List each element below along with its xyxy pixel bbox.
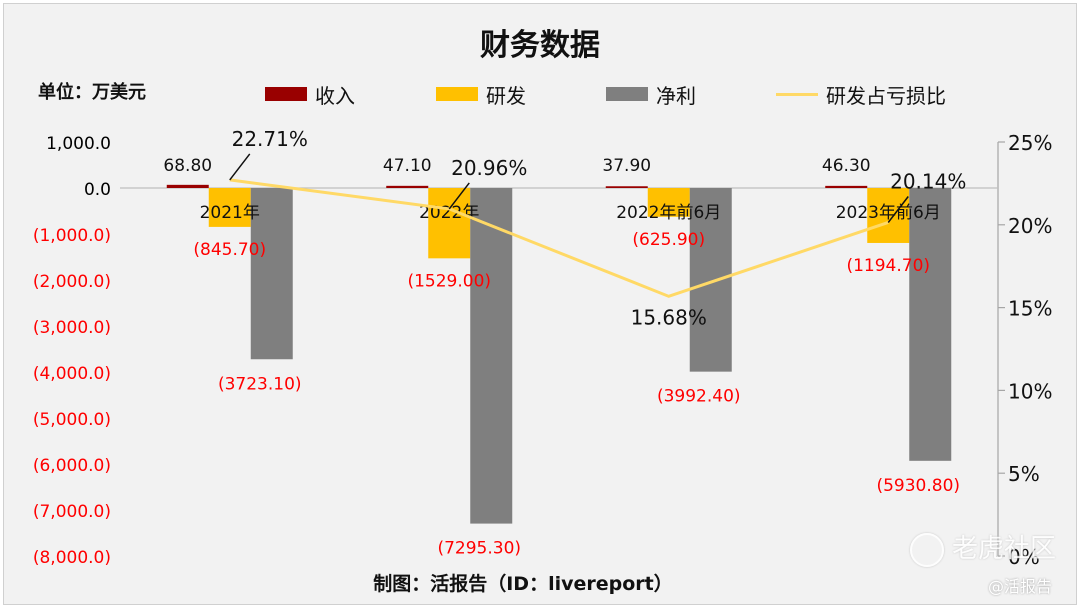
ratio-line bbox=[229, 178, 889, 298]
left-tick-label: (1,000.0) bbox=[33, 226, 111, 246]
legend-ratio-label: 研发占亏损比 bbox=[826, 83, 946, 108]
watermark-brand-text: 老虎社区 bbox=[952, 534, 1057, 564]
left-tick-label: (4,000.0) bbox=[33, 364, 111, 384]
ratio-data-label: 20.96% bbox=[451, 156, 527, 180]
watermark-handle: @活报告 bbox=[988, 577, 1053, 596]
legend-net: 净利 bbox=[606, 80, 696, 108]
chart-title: 财务数据 bbox=[480, 28, 600, 63]
category-label: 2023年前6月 bbox=[836, 203, 941, 223]
revenue-bar bbox=[825, 185, 868, 188]
left-tick-label: (8,000.0) bbox=[33, 548, 111, 568]
right-tick-label: 20% bbox=[1008, 214, 1052, 238]
left-tick-label: 0.0 bbox=[84, 180, 111, 200]
net-data-label: (7295.30) bbox=[437, 539, 521, 559]
rnd-data-label: (1194.70) bbox=[846, 256, 930, 276]
legend-revenue-swatch bbox=[265, 87, 307, 101]
tiger-logo-icon bbox=[910, 532, 944, 567]
legend-rnd-swatch bbox=[436, 87, 478, 101]
left-tick-label: (5,000.0) bbox=[33, 410, 111, 430]
legend-rnd: 研发 bbox=[436, 80, 526, 108]
net-data-label: (3723.10) bbox=[218, 374, 302, 394]
legend-ratio: 研发占亏损比 bbox=[776, 80, 946, 108]
legend-revenue: 收入 bbox=[265, 80, 355, 108]
revenue-bar bbox=[166, 184, 209, 188]
left-tick-label: 1,000.0 bbox=[46, 134, 111, 154]
chart-frame bbox=[3, 3, 1077, 605]
revenue-data-label: 37.90 bbox=[602, 156, 651, 176]
net-bar bbox=[470, 188, 513, 524]
unit-label: 单位：万美元 bbox=[38, 82, 146, 103]
rnd-data-label: (625.90) bbox=[632, 230, 705, 250]
rnd-bar bbox=[428, 188, 471, 259]
right-tick-label: 25% bbox=[1008, 131, 1052, 155]
rnd-bar bbox=[647, 188, 690, 217]
net-bar bbox=[909, 188, 952, 461]
ratio-data-label: 22.71% bbox=[232, 127, 308, 151]
revenue-bar bbox=[605, 186, 648, 188]
legend-rnd-label: 研发 bbox=[486, 83, 526, 108]
rnd-data-label: (845.70) bbox=[193, 240, 266, 260]
left-tick-label: (2,000.0) bbox=[33, 272, 111, 292]
legend-ratio-line bbox=[776, 92, 818, 96]
category-label: 2021年 bbox=[200, 203, 260, 223]
legend-revenue-label: 收入 bbox=[315, 83, 355, 108]
ratio-leader-line bbox=[448, 182, 470, 210]
left-tick-label: (3,000.0) bbox=[33, 318, 111, 338]
category-label: 2022年前6月 bbox=[616, 203, 721, 223]
revenue-data-label: 68.80 bbox=[163, 156, 212, 176]
right-tick-label: 15% bbox=[1008, 297, 1052, 321]
right-tick-label: 5% bbox=[1008, 462, 1040, 486]
left-tick-label: (6,000.0) bbox=[33, 456, 111, 476]
net-bar bbox=[689, 188, 732, 372]
ratio-leader-line bbox=[229, 153, 251, 181]
left-tick-label: (7,000.0) bbox=[33, 502, 111, 522]
watermark-brand: 老虎社区 bbox=[910, 528, 1056, 567]
ratio-data-label: 20.14% bbox=[890, 169, 966, 193]
rnd-bar bbox=[208, 188, 251, 227]
credit-text: 制图：活报告（ID：livereport） bbox=[373, 573, 673, 595]
right-tick-label: 0% bbox=[1008, 545, 1040, 569]
revenue-bar bbox=[386, 185, 429, 188]
revenue-data-label: 47.10 bbox=[383, 156, 432, 176]
ratio-leader-line bbox=[887, 196, 909, 223]
net-data-label: (3992.40) bbox=[657, 387, 741, 407]
net-data-label: (5930.80) bbox=[876, 476, 960, 496]
legend-net-swatch bbox=[606, 87, 648, 101]
net-bar bbox=[250, 188, 293, 360]
right-tick-label: 10% bbox=[1008, 379, 1052, 403]
rnd-bar bbox=[867, 188, 910, 243]
ratio-data-label: 15.68% bbox=[631, 305, 707, 329]
legend-net-label: 净利 bbox=[656, 83, 696, 108]
rnd-data-label: (1529.00) bbox=[407, 271, 491, 291]
revenue-data-label: 46.30 bbox=[822, 156, 871, 176]
